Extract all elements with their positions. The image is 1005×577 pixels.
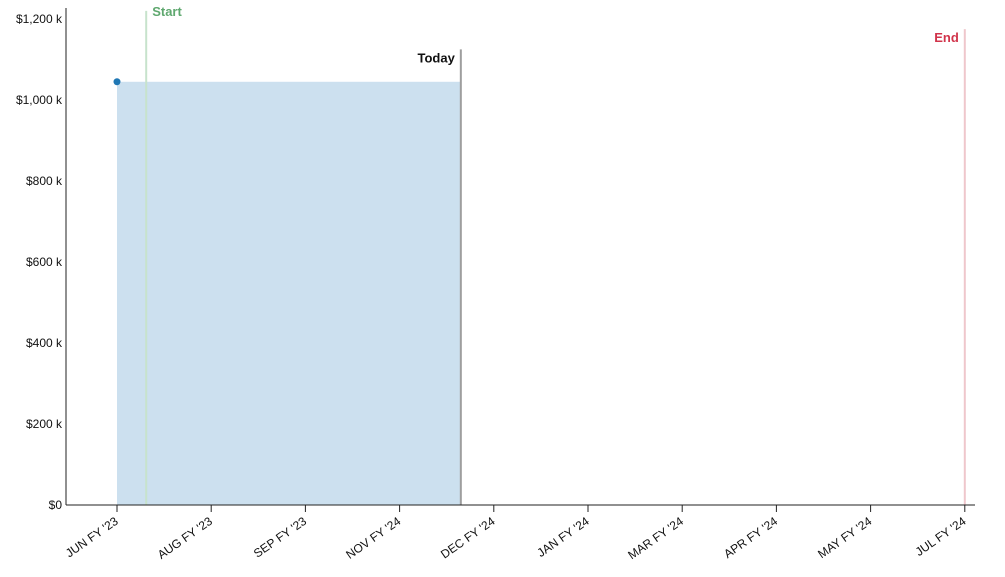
- x-tick-label: AUG FY '23: [155, 514, 215, 562]
- x-tick-label: MAY FY '24: [815, 514, 874, 561]
- x-tick-label: MAR FY '24: [625, 514, 686, 562]
- x-tick-label: JUN FY '23: [63, 514, 121, 561]
- x-tick-label: DEC FY '24: [438, 514, 498, 562]
- point-layer: [113, 78, 121, 86]
- marker-label-start: Start: [152, 4, 182, 19]
- x-tick-label: NOV FY '24: [343, 514, 403, 562]
- marker-label-today: Today: [418, 50, 456, 65]
- y-tick-label: $200 k: [26, 417, 63, 431]
- x-tick-label: APR FY '24: [721, 514, 780, 561]
- x-tick-label: JUL FY '24: [913, 514, 969, 559]
- marker-label-end: End: [934, 30, 959, 45]
- y-tick-label: $0: [49, 498, 63, 512]
- x-tick-label: JAN FY '24: [534, 514, 592, 560]
- y-tick-label: $1,000 k: [16, 93, 63, 107]
- data-point: [113, 78, 121, 86]
- y-tick-label: $800 k: [26, 174, 63, 188]
- area-layer: [117, 81, 461, 506]
- balance-area: [117, 81, 461, 506]
- x-tick-label: SEP FY '23: [251, 514, 309, 561]
- y-tick-label: $400 k: [26, 336, 63, 350]
- marker-layer: Start Today End: [145, 4, 966, 505]
- y-tick-label: $1,200 k: [16, 12, 63, 26]
- y-tick-label: $600 k: [26, 255, 63, 269]
